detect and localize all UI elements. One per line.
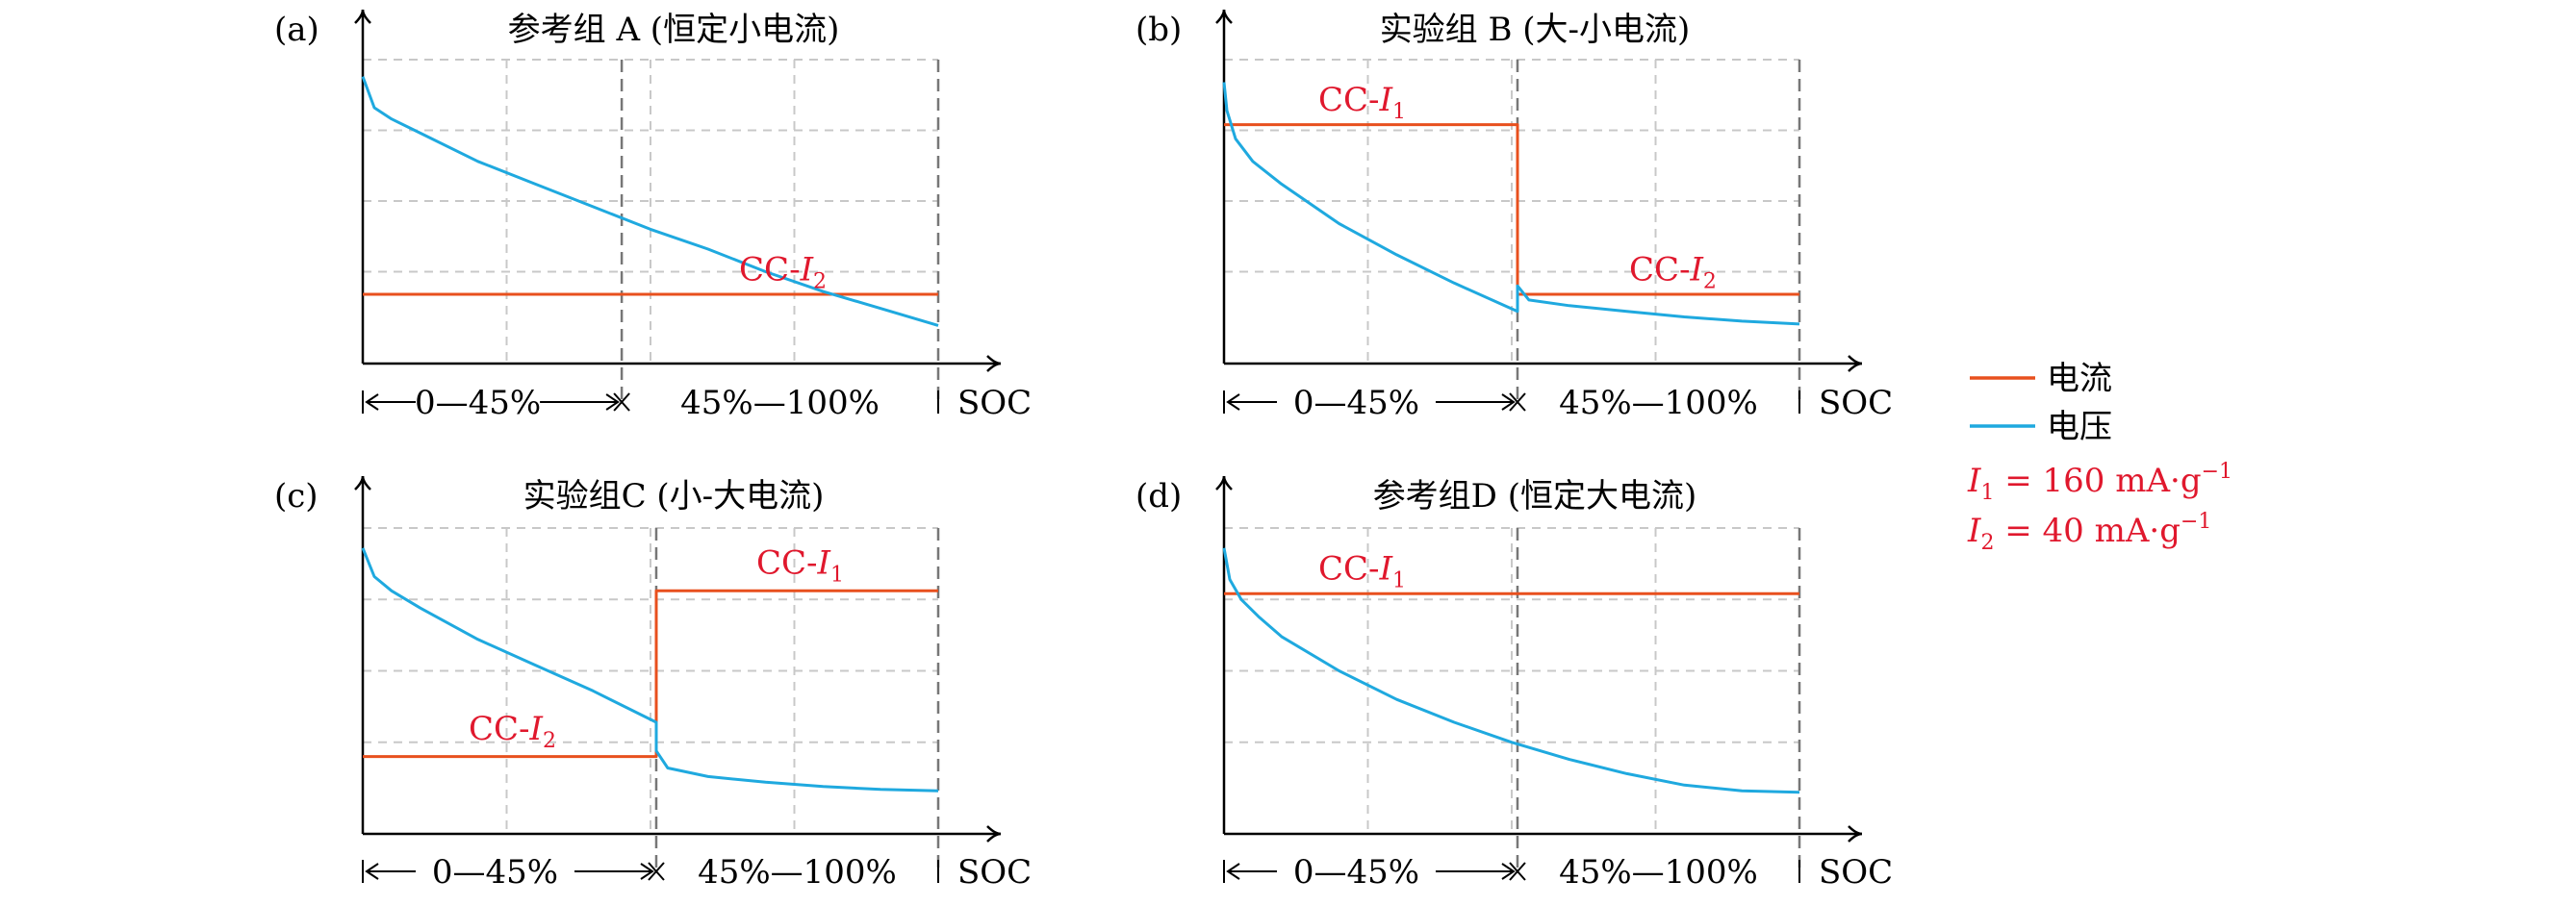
cc-prefix: CC- (756, 544, 818, 583)
soc-band-arrowhead (1501, 393, 1516, 411)
panel-label: (b) (1135, 11, 1182, 49)
cc-current-symbol: I (817, 544, 831, 583)
panel-2: 0—45% 45%—100% SOC(b) 实验组 B (大-小电流)CC-I1CC-… (1135, 9, 1893, 422)
voltage-series-line (1222, 547, 1800, 794)
x-axis-arrowhead (1848, 825, 1863, 843)
y-axis-arrowhead (1215, 475, 1233, 491)
legend-i1-symbol: I (1967, 462, 1981, 500)
panel-label: (d) (1135, 477, 1182, 516)
y-axis-arrowhead (354, 475, 371, 491)
soc-axis-label: SOC (957, 853, 1032, 892)
x-axis-arrowhead (986, 825, 1002, 843)
voltage-series-line (1222, 82, 1800, 326)
soc-axis-label: SOC (1819, 384, 1893, 422)
legend-i1-subscript: 1 (1980, 481, 1994, 505)
cc-current-symbol: I (529, 710, 544, 748)
voltage-series-line (361, 76, 939, 327)
current-series-line (1224, 123, 1799, 296)
panel-title: 实验组C (小-大电流) (523, 477, 825, 516)
panel-1: 0—45% 45%—100% SOC (a) 参考组 A (恒定小电流) CC-I2 (274, 9, 1032, 422)
legend: 电流 电压 I1 = 160 mA·g−1 I2 = 40 mA·g−1 (1967, 360, 2232, 555)
cc-prefix: CC- (469, 710, 530, 748)
cc-current-subscript: 2 (543, 729, 556, 753)
soc-segment-1: 0—45% (1293, 853, 1419, 892)
soc-segment-2: 45%—100% (680, 384, 880, 422)
soc-segment-1: 0—45% (432, 853, 558, 892)
soc-segment-2: 45%—100% (1559, 384, 1758, 422)
soc-segment-1: 0—45% (1293, 384, 1419, 422)
legend-i2-symbol: I (1967, 512, 1981, 550)
x-axis-arrowhead (986, 355, 1002, 372)
soc-band-arrowhead (365, 863, 379, 880)
cc-prefix: CC- (1318, 81, 1380, 119)
cc-annotation: CC-I2 (469, 710, 556, 753)
cc-current-subscript: 1 (1392, 100, 1406, 124)
legend-i2-superscript: −1 (2181, 510, 2211, 534)
y-axis-arrowhead (354, 9, 371, 24)
soc-band-arrowhead (605, 393, 620, 411)
soc-segment-2: 45%—100% (698, 853, 897, 892)
soc-axis-label: SOC (1819, 853, 1893, 892)
legend-i2-subscript: 2 (1980, 531, 1994, 555)
cc-current-symbol: I (800, 250, 814, 289)
cc-current-subscript: 2 (1703, 269, 1717, 293)
panel-label: (c) (274, 477, 319, 516)
soc-band-cross (648, 862, 665, 881)
cc-prefix: CC- (1318, 549, 1380, 588)
cc-current-subscript: 1 (830, 564, 844, 588)
cc-annotation: CC-I2 (739, 250, 827, 293)
y-axis-arrowhead (1215, 9, 1233, 24)
soc-band-arrowhead (1501, 863, 1516, 880)
legend-i1-superscript: −1 (2202, 460, 2232, 484)
legend-i2-value: = 40 mA·g (1994, 512, 2181, 550)
soc-band-arrowhead (1226, 863, 1240, 880)
cc-current-symbol: I (1379, 549, 1393, 588)
soc-band-cross (613, 392, 630, 412)
soc-band-cross (1509, 862, 1526, 881)
panel-4: 0—45% 45%—100% SOC (d) 参考组D (恒定大电流) CC-I1 (1135, 475, 1893, 892)
legend-voltage-label: 电压 (2047, 408, 2112, 446)
panel-title: 参考组 A (恒定小电流) (508, 11, 840, 49)
cc-current-subscript: 2 (813, 269, 827, 293)
panel-label: (a) (274, 11, 319, 49)
voltage-series-line (361, 547, 939, 793)
soc-segment-2: 45%—100% (1559, 853, 1758, 892)
soc-band-arrowhead (365, 393, 379, 411)
cc-prefix: CC- (1629, 250, 1691, 289)
legend-i1-value: = 160 mA·g (1994, 462, 2201, 500)
soc-axis-label: SOC (957, 384, 1032, 422)
cc-prefix: CC- (739, 250, 801, 289)
legend-current-label: 电流 (2047, 360, 2112, 398)
cc-annotation: CC-I2 (1629, 250, 1717, 293)
soc-band-arrowhead (1226, 393, 1240, 411)
soc-band-arrowhead (640, 863, 654, 880)
cc-annotation: CC-I1 (1318, 81, 1406, 124)
cc-current-symbol: I (1379, 81, 1393, 119)
panel-title: 实验组 B (大-小电流) (1380, 11, 1691, 49)
cc-annotation: CC-I1 (1318, 549, 1406, 592)
cc-current-symbol: I (1689, 250, 1703, 289)
soc-band-cross (1509, 392, 1526, 412)
current-series-line (363, 589, 938, 759)
panel-3: 0—45% 45%—100% SOC(c) 实验组C (小-大电流)CC-I2CC-I… (274, 475, 1032, 892)
panel-title: 参考组D (恒定大电流) (1373, 477, 1697, 516)
soc-segment-1: 0—45% (415, 384, 541, 422)
cc-annotation: CC-I1 (756, 544, 844, 588)
x-axis-arrowhead (1848, 355, 1863, 372)
cc-current-subscript: 1 (1392, 568, 1406, 592)
legend-i2-formula: I2 = 40 mA·g−1 (1967, 510, 2211, 555)
legend-i1-formula: I1 = 160 mA·g−1 (1967, 460, 2232, 505)
